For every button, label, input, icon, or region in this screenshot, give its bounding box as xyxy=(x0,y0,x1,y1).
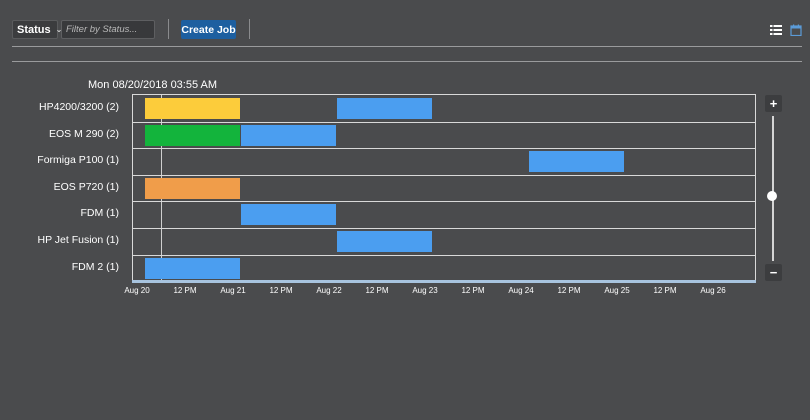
axis-tick-label: Aug 24 xyxy=(508,286,534,295)
job-bar[interactable] xyxy=(145,124,240,146)
resource-row-label: EOS P720 (1) xyxy=(53,180,119,193)
row-divider xyxy=(133,201,755,203)
job-bar[interactable] xyxy=(241,204,336,226)
job-bar[interactable] xyxy=(241,124,336,146)
axis-tick-label: 12 PM xyxy=(653,286,677,295)
job-bar[interactable] xyxy=(529,151,624,173)
create-job-button[interactable]: Create Job xyxy=(181,20,236,39)
timeline-date-header: Mon 08/20/2018 03:55 AM xyxy=(88,79,218,91)
content-divider-line xyxy=(12,61,802,62)
axis-tick-label: 12 PM xyxy=(365,286,389,295)
status-filter-input[interactable] xyxy=(61,20,155,39)
axis-tick-label: 12 PM xyxy=(557,286,581,295)
axis-tick-label: Aug 25 xyxy=(604,286,630,295)
row-divider xyxy=(133,148,755,150)
timeline-scrollbar[interactable] xyxy=(132,280,756,283)
timeline-grid xyxy=(132,94,756,281)
axis-tick-label: 12 PM xyxy=(461,286,485,295)
toolbar-divider-line xyxy=(12,46,802,47)
axis-tick-label: Aug 26 xyxy=(700,286,726,295)
resource-row-label: FDM (1) xyxy=(80,207,120,220)
resource-row-label: FDM 2 (1) xyxy=(71,260,119,273)
job-bar[interactable] xyxy=(145,98,240,119)
axis-tick-label: 12 PM xyxy=(269,286,293,295)
toolbar: Status ⌄ Create Job xyxy=(0,0,810,46)
gantt-timeline: HP4200/3200 (2) EOS M 290 (2) Formiga P100… xyxy=(0,94,810,304)
zoom-in-button[interactable]: + xyxy=(765,95,782,112)
job-bar[interactable] xyxy=(145,257,240,279)
axis-tick-label: Aug 21 xyxy=(220,286,246,295)
status-dropdown[interactable]: Status ⌄ xyxy=(12,20,62,39)
zoom-slider-handle[interactable] xyxy=(767,191,777,201)
axis-tick-label: Aug 23 xyxy=(412,286,438,295)
row-divider xyxy=(133,228,755,229)
resource-row-label: Formiga P100 (1) xyxy=(37,154,119,167)
row-divider xyxy=(133,254,755,256)
chevron-down-icon: ⌄ xyxy=(55,25,63,34)
status-dropdown-label: Status xyxy=(17,23,51,36)
resource-row-label: EOS M 290 (2) xyxy=(48,127,119,140)
axis-tick-label: Aug 20 xyxy=(124,286,150,295)
job-bar[interactable] xyxy=(337,231,432,252)
toolbar-divider xyxy=(168,19,169,39)
resource-row-label: HP4200/3200 (2) xyxy=(39,101,119,113)
row-divider xyxy=(133,174,755,176)
axis-tick-label: 12 PM xyxy=(173,286,197,295)
list-view-icon[interactable] xyxy=(770,24,782,36)
resource-row-label: HP Jet Fusion (1) xyxy=(37,234,119,246)
job-bar[interactable] xyxy=(145,177,240,199)
row-divider xyxy=(133,121,755,123)
job-bar[interactable] xyxy=(337,98,432,119)
axis-tick-label: Aug 22 xyxy=(316,286,342,295)
zoom-out-button[interactable]: − xyxy=(765,264,782,281)
toolbar-divider xyxy=(249,19,250,39)
zoom-slider-track[interactable] xyxy=(772,116,774,261)
calendar-view-icon[interactable] xyxy=(790,24,802,36)
